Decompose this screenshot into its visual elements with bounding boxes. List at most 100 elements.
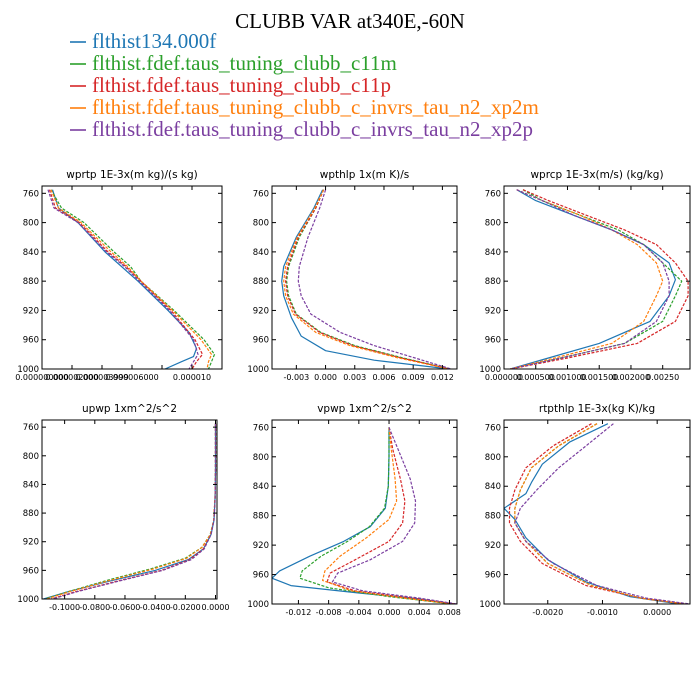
series-line-1: [44, 423, 217, 599]
series-line-4: [47, 189, 199, 369]
y-tick-label: 880: [485, 277, 501, 287]
panel-0: wprtp 1E-3x(m kg)/(s kg) 760 800 840 880 920 9…: [15, 169, 223, 382]
y-tick-label: 880: [485, 512, 501, 522]
plot-frame: [271, 419, 458, 605]
y-tick-label: 880: [23, 277, 39, 287]
y-tick-label: 960: [23, 336, 39, 346]
y-tick-label: 1000: [247, 600, 269, 610]
series-line-3: [510, 189, 664, 369]
y-tick-label: 1000: [17, 595, 39, 605]
y-tick-label: 840: [485, 248, 501, 258]
series-line-3: [46, 423, 217, 599]
series-line-0: [510, 189, 676, 369]
y-tick-label: 920: [485, 541, 501, 551]
series-line-1: [514, 423, 685, 604]
panel-1: wpthlp 1x(m K)/s 760 800 840 880 920 960 1000 -0…: [247, 169, 458, 382]
y-tick-label: 920: [253, 541, 269, 551]
x-tick-label: 0.000000: [485, 373, 523, 382]
series-line-2: [326, 427, 456, 604]
legend-label-3: flthist.fdef.taus_tuning_clubb_c_invrs_t…: [92, 95, 539, 119]
x-tick-label: 0.008: [438, 608, 461, 617]
legend-label-2: flthist.fdef.taus_tuning_clubb_c11p: [92, 73, 391, 97]
legend: flthist134.000fflthist.fdef.taus_tuning_…: [70, 29, 539, 141]
y-tick-label: 760: [23, 189, 39, 199]
legend-label-0: flthist134.000f: [92, 29, 216, 53]
series-line-3: [514, 423, 685, 604]
x-tick-label: -0.008: [316, 608, 342, 617]
series-line-3: [283, 189, 450, 369]
x-tick-label: -0.1000: [49, 603, 80, 612]
series-line-2: [50, 423, 217, 599]
x-tick-label: 0.001500: [580, 373, 618, 382]
x-tick-label: 0.000: [314, 373, 337, 382]
plot-frame: [41, 419, 218, 600]
y-tick-label: 800: [253, 453, 269, 463]
x-tick-label: 0.000500: [517, 373, 555, 382]
x-tick-label: -0.012: [286, 608, 312, 617]
panel-title: wprcp 1E-3x(m/s) (kg/kg): [530, 169, 663, 181]
y-tick-label: 1000: [479, 365, 501, 375]
y-tick-label: 880: [23, 509, 39, 519]
x-tick-label: 0.0000: [643, 608, 671, 617]
series-line-3: [322, 427, 454, 604]
panel-3: upwp 1xm^2/s^2 760 800 840 880 920 960 1000 -0.1…: [17, 403, 229, 612]
plot-frame: [41, 185, 223, 370]
y-tick-label: 880: [253, 277, 269, 287]
y-tick-label: 920: [253, 306, 269, 316]
y-tick-label: 760: [485, 423, 501, 433]
y-tick-label: 800: [23, 219, 39, 229]
y-tick-label: 840: [253, 482, 269, 492]
y-tick-label: 960: [485, 336, 501, 346]
series-line-2: [510, 189, 689, 369]
y-tick-label: 1000: [247, 365, 269, 375]
y-tick-label: 960: [485, 571, 501, 581]
y-tick-label: 760: [253, 189, 269, 199]
y-tick-label: 960: [23, 566, 39, 576]
y-tick-label: 760: [253, 423, 269, 433]
y-tick-label: 760: [485, 189, 501, 199]
series-line-2: [285, 189, 451, 369]
y-tick-label: 880: [253, 512, 269, 522]
panel-title: upwp 1xm^2/s^2: [82, 403, 177, 415]
x-tick-label: 0.001000: [548, 373, 586, 382]
y-tick-label: 960: [253, 571, 269, 581]
x-tick-label: 0.003: [343, 373, 366, 382]
figure-title: CLUBB VAR at340E,-60N: [235, 9, 465, 33]
panel-title: rtpthlp 1E-3x(kg K)/kg: [539, 403, 655, 415]
panel-4: vpwp 1xm^2/s^2 760 800 840 880 920 960 1000 -0.0…: [247, 403, 461, 617]
x-tick-label: -0.003: [283, 373, 309, 382]
y-tick-label: 760: [23, 423, 39, 433]
y-tick-label: 800: [485, 219, 501, 229]
panel-title: wprtp 1E-3x(m kg)/(s kg): [66, 169, 197, 181]
y-tick-label: 840: [23, 248, 39, 258]
y-tick-label: 840: [23, 480, 39, 490]
x-tick-label: -0.0600: [110, 603, 141, 612]
panel-2: wprcp 1E-3x(m/s) (kg/kg) 760 800 840 880 920 9…: [479, 169, 691, 382]
x-tick-label: -0.0010: [587, 608, 618, 617]
legend-label-1: flthist.fdef.taus_tuning_clubb_c11m: [92, 51, 397, 75]
plot-frame: [503, 185, 691, 370]
x-tick-label: 0.000010: [173, 373, 211, 382]
x-tick-label: 0.006: [373, 373, 396, 382]
y-tick-label: 840: [253, 248, 269, 258]
x-tick-label: 0.000006000: [105, 373, 158, 382]
series-line-4: [514, 423, 690, 604]
y-tick-label: 1000: [479, 600, 501, 610]
y-tick-label: 800: [253, 219, 269, 229]
series-line-4: [52, 423, 217, 599]
series-line-0: [281, 189, 450, 369]
series-line-1: [50, 189, 216, 369]
x-tick-label: -0.0400: [140, 603, 171, 612]
x-tick-label: 0.009: [402, 373, 425, 382]
y-tick-label: 920: [23, 538, 39, 548]
y-tick-label: 800: [23, 452, 39, 462]
series-line-4: [331, 427, 457, 604]
panel-title: wpthlp 1x(m K)/s: [320, 169, 410, 181]
x-tick-label: 0.00250: [646, 373, 679, 382]
series-line-1: [510, 189, 683, 369]
y-tick-label: 840: [485, 482, 501, 492]
x-tick-label: -0.0800: [79, 603, 110, 612]
x-tick-label: -0.0020: [532, 608, 563, 617]
series-line-4: [297, 189, 452, 369]
series-line-0: [504, 423, 680, 604]
